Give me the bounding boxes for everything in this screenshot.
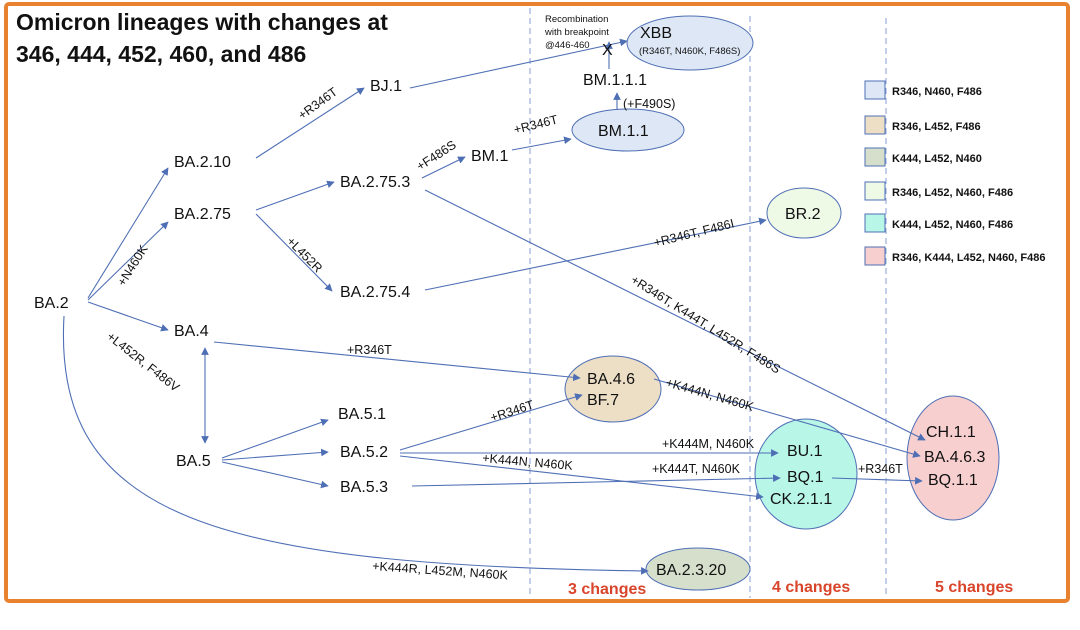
edge-label-r346t-ba4: +R346T [347,343,392,357]
legend-label-5: K444, L452, N460, F486 [892,219,1013,231]
node-ba275: BA.2.75 [174,206,231,223]
node-ck211: CK.2.1.1 [770,491,832,508]
node-ba5: BA.5 [176,453,211,470]
ch11-ba463-bq11-ellipse [906,395,1000,521]
node-br2: BR.2 [785,206,821,223]
node-x: X [602,42,613,59]
legend-label-6: R346, K444, L452, N460, F486 [892,252,1045,264]
br2-ellipse [766,187,842,239]
legend-label-2: R346, L452, F486 [892,121,981,133]
node-ba4: BA.4 [174,323,209,340]
edge-ba5-ba52 [221,448,329,461]
node-ba46: BA.4.6 [587,371,635,388]
edge-ba2-ba210 [87,167,169,299]
recombination-note-line-1: Recombination [545,14,608,25]
node-xbb-sub: (R346T, N460K, F486S) [639,46,740,57]
legend-label-4: R346, L452, N460, F486 [892,187,1013,199]
node-ba53: BA.5.3 [340,479,388,496]
legend-swatch-5 [864,213,886,233]
node-bf7: BF.7 [587,392,619,409]
node-ba2754: BA.2.75.4 [340,284,410,301]
bm11-ellipse [571,108,685,152]
legend-swatch-1 [864,80,886,100]
edge-ba2753-bm1 [421,156,466,179]
legend-swatch-4 [864,181,886,201]
node-ba210: BA.2.10 [174,154,231,171]
legend-swatch-2 [864,115,886,135]
node-ba463: BA.4.6.3 [924,449,985,466]
node-ba51: BA.5.1 [338,406,386,423]
edge-ba46-ba463 [653,378,921,458]
edge-ba2753-ch11 [424,189,926,441]
edge-label-r346t-bq1: +R346T [858,462,903,476]
changes-label-3: 3 changes [568,581,646,598]
node-ba2753: BA.2.75.3 [340,174,410,191]
legend-swatch-3 [864,147,886,167]
edge-ba2754-br2 [424,217,767,291]
node-bq11: BQ.1.1 [928,472,978,489]
legend-label-1: R346, N460, F486 [892,86,982,98]
node-bm111: BM.1.1.1 [583,72,647,89]
edge-ba52-bf7 [399,393,583,451]
edge-ba210-bj1 [255,87,365,159]
node-ba52: BA.5.2 [340,444,388,461]
edge-ba2-ba4 [87,301,169,332]
bu1-bq1-ck211-ellipse [754,418,858,530]
node-ba2320: BA.2.3.20 [656,562,726,579]
changes-label-5: 5 changes [935,579,1013,596]
edge-label-k444m-n460k: +K444M, N460K [662,437,755,451]
recombination-note-line-3: @446-460 [545,40,590,51]
node-ch11: CH.1.1 [926,424,976,441]
changes-label-4: 4 changes [772,579,850,596]
edge-ba52-ck211 [399,455,764,501]
edge-bj1-xbb [409,38,628,89]
title-line-2: 346, 444, 452, 460, and 486 [16,41,306,67]
edge-ba275-ba2754 [255,213,333,292]
node-xbb: XBB [640,25,672,42]
legend: R346, N460, F486 R346, L452, F486 K444, … [864,80,1045,266]
node-bj1: BJ.1 [370,78,402,95]
node-bm11: BM.1.1 [598,123,649,140]
title-line-1: Omicron lineages with changes at [16,9,388,35]
legend-swatch-6 [864,246,886,266]
edge-ba4-ba46 [213,341,581,382]
node-bq1: BQ.1 [787,469,824,486]
edge-label-k444t-n460k: +K444T, N460K [652,462,741,476]
edge-ba2-ba275 [87,221,169,301]
edge-ba5-ba51 [221,418,329,459]
node-bu1: BU.1 [787,443,823,460]
ba46-bf7-ellipse [564,355,662,423]
legend-label-3: K444, L452, N460 [892,153,982,165]
node-ba2: BA.2 [34,295,69,312]
edge-ba2-ba2320 [62,315,649,575]
edge-label-f490s: (+F490S) [623,97,675,111]
edge-ba275-ba2753 [255,180,335,211]
edge-bq1-bq11 [831,476,923,485]
recombination-note-line-2: with breakpoint [544,27,609,38]
node-bm1: BM.1 [471,148,508,165]
edge-bm1-bm11 [511,136,572,151]
edge-ba5-ba53 [221,461,329,489]
edge-ba53-bq1 [411,474,781,487]
